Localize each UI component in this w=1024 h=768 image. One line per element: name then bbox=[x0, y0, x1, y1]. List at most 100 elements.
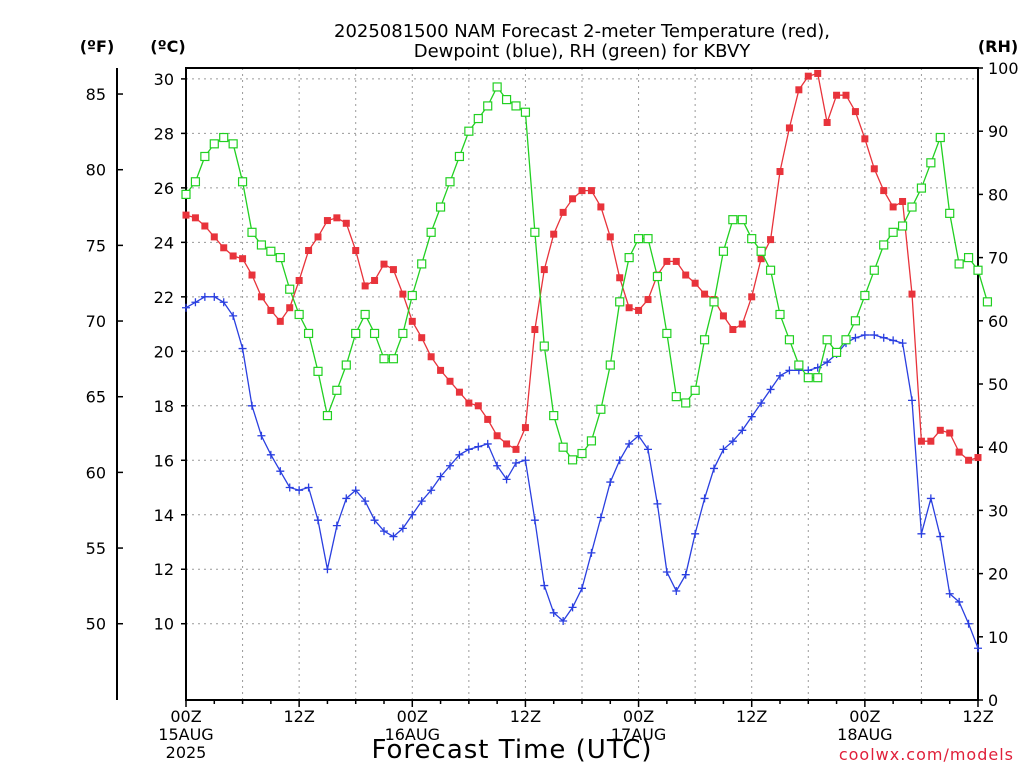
celsius-tick-label: 28 bbox=[154, 124, 174, 143]
data-point bbox=[625, 439, 634, 448]
data-point bbox=[247, 227, 257, 237]
data-point bbox=[531, 326, 539, 334]
data-point bbox=[427, 486, 436, 495]
data-point bbox=[305, 247, 313, 255]
data-point bbox=[681, 398, 691, 408]
data-point bbox=[880, 187, 888, 195]
data-point bbox=[974, 454, 982, 462]
rh-tick-label: 10 bbox=[988, 628, 1008, 647]
data-point bbox=[596, 513, 605, 522]
data-point bbox=[795, 86, 803, 94]
data-point bbox=[464, 126, 474, 136]
data-point bbox=[671, 392, 681, 402]
data-point bbox=[841, 335, 851, 345]
data-point bbox=[965, 456, 973, 464]
data-point bbox=[427, 353, 435, 361]
data-point bbox=[908, 396, 916, 405]
data-point bbox=[757, 255, 765, 263]
data-point bbox=[483, 439, 492, 448]
data-point bbox=[540, 266, 548, 274]
data-point bbox=[398, 328, 408, 339]
data-point bbox=[776, 371, 784, 380]
data-point bbox=[540, 581, 549, 590]
data-point bbox=[239, 255, 247, 263]
data-point bbox=[549, 411, 559, 421]
data-point bbox=[719, 312, 727, 320]
data-point bbox=[766, 385, 775, 394]
data-point bbox=[747, 412, 756, 421]
data-point bbox=[662, 567, 671, 576]
data-point bbox=[559, 208, 567, 216]
fahrenheit-tick-label: 60 bbox=[86, 463, 106, 482]
data-point bbox=[916, 183, 927, 193]
data-point bbox=[248, 271, 256, 279]
data-point bbox=[388, 354, 399, 364]
data-point bbox=[210, 292, 219, 301]
data-point bbox=[285, 284, 295, 294]
data-point bbox=[408, 510, 417, 519]
data-point bbox=[454, 151, 465, 162]
data-point bbox=[606, 233, 614, 241]
data-point bbox=[653, 499, 662, 508]
x-tick-label: 00Z bbox=[623, 707, 654, 726]
data-point bbox=[634, 431, 643, 440]
celsius-tick-label: 30 bbox=[154, 70, 174, 89]
rh-tick-label: 90 bbox=[988, 122, 1008, 141]
data-point bbox=[747, 234, 757, 244]
data-point bbox=[446, 461, 454, 470]
data-point bbox=[814, 69, 822, 77]
data-point bbox=[569, 195, 577, 203]
data-point bbox=[936, 532, 945, 541]
data-point bbox=[559, 617, 568, 625]
data-point bbox=[587, 187, 595, 195]
data-point bbox=[200, 292, 209, 301]
rh-tick-label: 70 bbox=[988, 249, 1008, 268]
data-point bbox=[417, 259, 427, 269]
data-point bbox=[417, 497, 426, 506]
data-point bbox=[578, 584, 586, 593]
celsius-tick-label: 20 bbox=[154, 342, 174, 361]
data-point bbox=[955, 448, 963, 456]
x-tick-label: 12Z bbox=[283, 707, 314, 726]
data-point bbox=[182, 211, 190, 219]
data-point bbox=[257, 293, 265, 301]
series-temperature bbox=[182, 69, 982, 464]
data-point bbox=[303, 328, 314, 339]
data-point bbox=[455, 388, 463, 396]
fahrenheit-unit-label: (ºF) bbox=[80, 37, 115, 56]
data-point bbox=[870, 165, 878, 173]
data-point bbox=[351, 486, 360, 495]
data-point bbox=[256, 240, 267, 250]
data-point bbox=[784, 335, 795, 345]
data-point bbox=[389, 532, 398, 541]
x-tick-label: 00Z bbox=[397, 707, 428, 726]
data-point bbox=[927, 437, 935, 445]
data-point bbox=[907, 202, 917, 212]
data-point bbox=[624, 253, 634, 263]
data-point bbox=[437, 366, 445, 374]
celsius-tick-label: 24 bbox=[154, 233, 174, 252]
data-point bbox=[313, 366, 323, 376]
data-point bbox=[851, 333, 860, 342]
data-point bbox=[332, 385, 342, 395]
tick-labels: 1012141618202224262830505560657075808501… bbox=[86, 59, 1019, 762]
fahrenheit-tick-label: 85 bbox=[86, 85, 106, 104]
data-point bbox=[502, 475, 511, 484]
data-point bbox=[682, 271, 690, 279]
data-point bbox=[898, 339, 907, 348]
data-point bbox=[709, 297, 719, 307]
series-line bbox=[185, 296, 979, 649]
data-point bbox=[407, 290, 417, 301]
data-point bbox=[879, 333, 888, 342]
data-point bbox=[549, 608, 558, 617]
data-point bbox=[314, 233, 322, 241]
data-point bbox=[813, 373, 823, 383]
series bbox=[181, 69, 993, 653]
data-point bbox=[295, 276, 303, 284]
data-point bbox=[492, 82, 502, 92]
data-point bbox=[304, 483, 313, 492]
data-point bbox=[210, 233, 218, 241]
celsius-tick-label: 18 bbox=[154, 397, 174, 416]
data-point bbox=[483, 101, 493, 111]
data-point bbox=[699, 335, 710, 345]
